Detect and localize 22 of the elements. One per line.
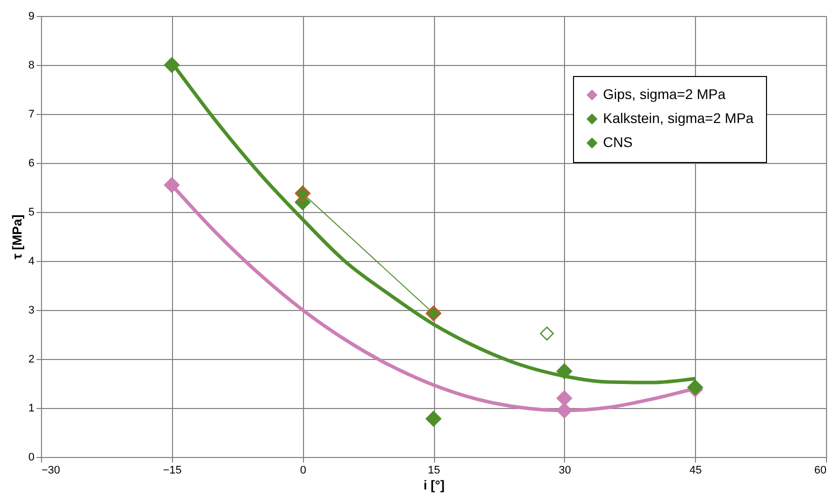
legend-label: Gips, sigma=2 MPa — [603, 86, 726, 102]
x-tick-label: 30 — [558, 464, 571, 476]
x-tick-label: 15 — [428, 464, 440, 476]
x-tick-label: 0 — [300, 464, 306, 476]
y-tick-label: 3 — [28, 304, 34, 316]
x-tick-label: 45 — [690, 464, 702, 476]
x-axis-title: i [°] — [423, 478, 445, 492]
legend-label: Kalkstein, sigma=2 MPa — [603, 110, 754, 126]
y-tick-label: 6 — [28, 158, 34, 170]
y-tick-label: 5 — [28, 206, 34, 218]
y-tick-label: 1 — [28, 402, 34, 414]
y-tick-label: 4 — [28, 256, 34, 268]
x-tick-label: −30 — [42, 464, 60, 476]
y-tick-label: 0 — [28, 452, 34, 464]
y-tick-label: 7 — [28, 108, 34, 120]
legend-label: CNS — [603, 134, 633, 150]
y-axis-title: τ [MPa] — [9, 214, 24, 260]
x-tick-label: 60 — [814, 464, 826, 476]
y-tick-label: 8 — [28, 60, 34, 72]
x-tick-label: −15 — [162, 464, 182, 476]
y-tick-label: 9 — [28, 10, 34, 22]
y-tick-label: 2 — [28, 354, 34, 366]
